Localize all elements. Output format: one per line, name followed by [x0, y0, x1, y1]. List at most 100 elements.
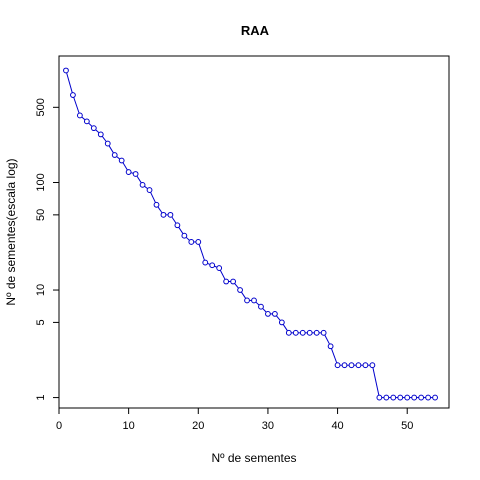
chart-title: RAA [241, 23, 270, 38]
series-segment [282, 324, 288, 331]
data-point [174, 222, 181, 229]
data-point [188, 239, 195, 245]
data-point [271, 310, 278, 317]
series-segment [207, 263, 210, 265]
series-points [63, 67, 438, 401]
series-segment [324, 334, 330, 345]
x-tick-label: 10 [123, 420, 135, 432]
data-point [132, 171, 139, 177]
data-point [83, 118, 90, 125]
data-point [139, 181, 146, 188]
series-segment [331, 348, 338, 363]
series-segment [234, 283, 239, 289]
data-point [167, 211, 174, 218]
data-point [299, 329, 306, 336]
data-point [397, 394, 404, 401]
data-point [111, 152, 118, 158]
data-point [237, 287, 243, 293]
data-point [425, 394, 432, 401]
data-point [63, 67, 69, 74]
data-point [230, 278, 237, 285]
data-point [411, 394, 418, 401]
data-point [327, 343, 334, 350]
series-segment [276, 315, 281, 321]
series-line [66, 72, 433, 399]
series-segment [219, 270, 226, 280]
data-point [97, 131, 104, 138]
y-tick-label: 500 [35, 98, 47, 116]
x-tick-label: 50 [401, 420, 413, 432]
data-point [341, 362, 348, 369]
series-segment [101, 136, 107, 142]
data-point [90, 125, 97, 132]
x-tick-label: 30 [262, 420, 274, 432]
series-segment [81, 116, 86, 121]
data-point [258, 303, 264, 310]
series-segment [255, 301, 260, 306]
series-segment [198, 244, 205, 261]
series-segment [150, 192, 156, 203]
y-axis-label: Nº de sementes(escala log) [4, 158, 18, 305]
series-segment [241, 291, 247, 299]
series-segment [88, 122, 93, 127]
data-point [118, 157, 125, 164]
data-point [348, 362, 355, 369]
series-segment [214, 265, 217, 268]
series-segment [157, 206, 163, 214]
data-point [223, 278, 230, 285]
data-point [181, 232, 188, 239]
data-point [195, 239, 202, 245]
series-segment [122, 162, 128, 171]
data-point [418, 394, 425, 401]
series-segment [66, 72, 73, 93]
data-point [362, 362, 369, 369]
data-point [432, 394, 438, 401]
plot-area [58, 55, 450, 409]
data-point [306, 329, 313, 336]
data-point [244, 297, 250, 304]
series-segment [73, 97, 80, 114]
y-tick-label: 1 [35, 395, 47, 401]
data-point [104, 140, 111, 147]
series-segment [178, 227, 184, 234]
y-axis: 1 5 10 50 100 500 [35, 98, 60, 401]
series-segment [185, 237, 190, 241]
data-point [313, 329, 320, 336]
series-segment [108, 145, 114, 154]
data-point [390, 394, 397, 401]
data-point [292, 329, 299, 336]
data-point [70, 92, 76, 98]
series-segment [262, 308, 267, 313]
plot-frame [58, 55, 450, 409]
series-segment [116, 156, 120, 160]
data-point [383, 394, 390, 401]
data-point [355, 362, 362, 369]
data-point [320, 329, 327, 336]
data-point [209, 262, 216, 269]
series-segment [95, 129, 100, 134]
data-point [404, 394, 411, 401]
data-point [146, 187, 153, 193]
data-point [76, 112, 83, 119]
data-point [125, 169, 132, 175]
series-segment [171, 216, 177, 224]
series-segment [131, 172, 134, 174]
x-axis-label: Nº de sementes [211, 451, 296, 465]
data-point [369, 362, 376, 369]
y-tick-label: 100 [35, 173, 47, 191]
data-point [251, 297, 257, 304]
x-tick-label: 40 [331, 420, 343, 432]
data-point [376, 394, 383, 401]
y-tick-label: 50 [35, 209, 47, 221]
y-tick-label: 5 [35, 319, 47, 325]
x-tick-label: 0 [56, 420, 62, 432]
data-point [265, 310, 271, 317]
data-point [153, 201, 160, 208]
series-segment [372, 367, 380, 396]
series-segment [136, 175, 142, 183]
x-tick-label: 20 [192, 420, 204, 432]
data-point [160, 211, 167, 218]
x-axis: 0 10 20 30 40 50 [56, 407, 413, 432]
data-point [202, 259, 209, 266]
